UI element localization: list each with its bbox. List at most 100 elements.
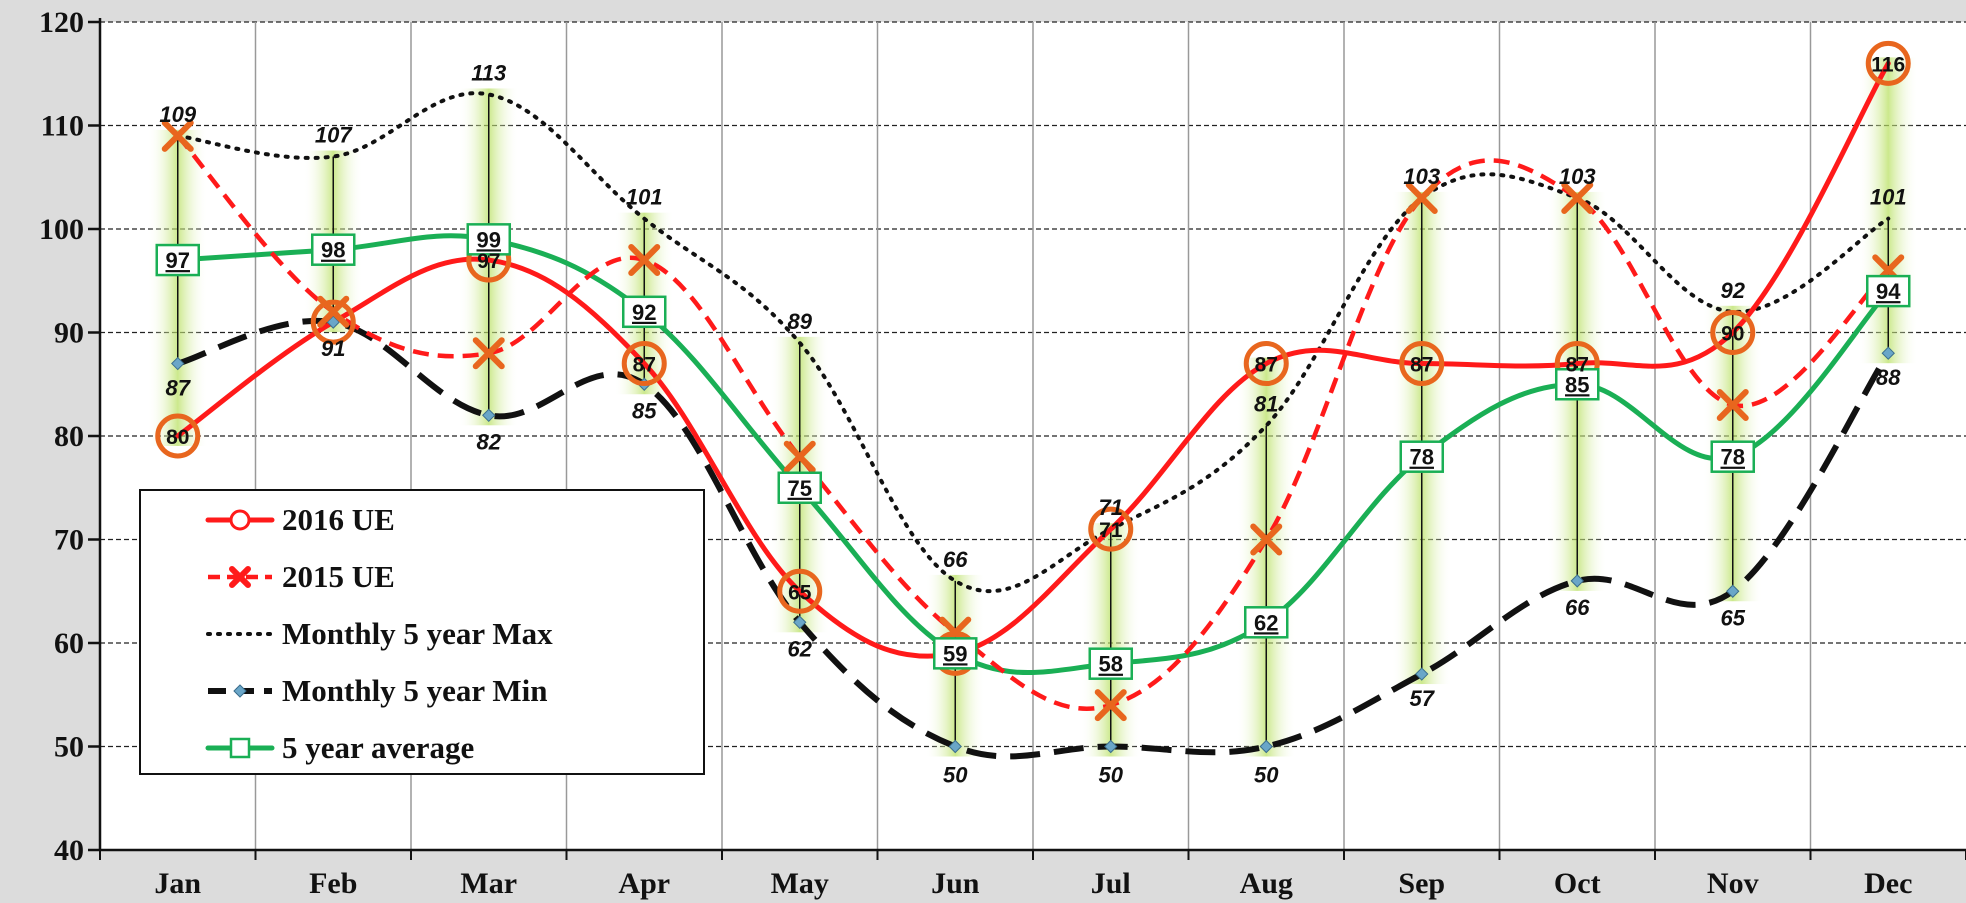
label-max-2: 113: [471, 60, 506, 85]
marker-min-7: [1259, 739, 1273, 754]
legend-marker-min: [233, 684, 247, 698]
y-tick-label-90: 90: [54, 317, 84, 350]
label-avg-box-2: [466, 223, 511, 256]
marker-ue2016-6: [1088, 506, 1134, 552]
x-tick-label-sep: Sep: [1398, 867, 1445, 900]
label-min-0: 87: [166, 376, 192, 401]
x-tick-label-jul: Jul: [1091, 867, 1131, 900]
marker-ue2016-1: [310, 299, 356, 345]
label-min-1: 91: [321, 336, 345, 361]
label-avg-box-4: [777, 471, 822, 504]
label-ue2016-10: 90: [1721, 323, 1744, 346]
label-max-5: 66: [943, 547, 968, 572]
label-max-7: 81: [1254, 392, 1278, 417]
label-ue2016-11: 116: [1871, 53, 1905, 76]
legend-item-min: Monthly 5 year Min: [208, 673, 548, 708]
label-max-6: 71: [1099, 495, 1123, 520]
marker-min-2: [482, 408, 496, 423]
marker-min-9: [1570, 574, 1584, 588]
label-min-10: 65: [1721, 605, 1746, 630]
label-avg-2: 99: [477, 227, 501, 252]
label-ue2016-2: 97: [477, 250, 500, 273]
series-line-min: [176, 317, 1891, 760]
x-tick-label-mar: Mar: [460, 867, 517, 900]
marker-min-10: [1726, 584, 1740, 598]
label-avg-11: 94: [1876, 279, 1901, 304]
label-min-11: 88: [1876, 365, 1901, 390]
label-max-1: 107: [315, 123, 353, 148]
label-max-3: 101: [626, 185, 663, 210]
label-avg-10: 78: [1721, 445, 1745, 470]
series-line-ue2016: [175, 60, 1891, 659]
label-min-6: 50: [1099, 763, 1124, 788]
legend-marker-avg: [229, 737, 251, 759]
label-max-9: 103: [1559, 164, 1596, 189]
legend-marker-ue2015: [229, 566, 251, 588]
marker-ue2015-6: [1094, 689, 1127, 722]
label-ue2016-6: 71: [1099, 519, 1123, 542]
marker-ue2015-8: [1405, 181, 1438, 214]
label-avg-box-10: [1710, 440, 1755, 473]
x-tick-label-jan: Jan: [154, 867, 201, 900]
legend-box: [139, 489, 705, 775]
marker-min-6: [1104, 739, 1118, 754]
marker-ue2015-0: [161, 119, 194, 152]
axes: 40 50 60 70 80 90 100 110 120 Jan Feb Mar Apr May Jun J…: [39, 6, 1966, 900]
marker-ue2016-8: [1399, 341, 1445, 387]
marker-ue2016-10: [1710, 310, 1756, 355]
marker-min-11: [1881, 346, 1895, 360]
label-min-4: 62: [788, 636, 813, 661]
label-avg-3: 92: [632, 300, 656, 325]
marker-ue2015-7: [1250, 523, 1283, 556]
label-avg-9: 85: [1565, 372, 1589, 397]
marker-ue2016-4: [777, 568, 823, 614]
series-line-max: [175, 91, 1891, 594]
label-min-5: 50: [943, 763, 968, 788]
x-tick-label-feb: Feb: [309, 867, 357, 900]
y-tick-label-120: 120: [39, 6, 84, 39]
y-tick-label-80: 80: [54, 420, 84, 453]
label-ue2016-4: 65: [788, 581, 812, 604]
label-max-8: 103: [1403, 164, 1440, 189]
y-tick-label-50: 50: [54, 731, 84, 764]
x-tick-label-may: May: [771, 867, 829, 900]
label-avg-0: 97: [166, 248, 190, 273]
marker-ue2015-3: [628, 244, 661, 277]
marker-ue2015-10: [1716, 388, 1749, 421]
label-max-0: 109: [159, 102, 196, 127]
label-avg-box-7: [1244, 606, 1289, 639]
legend-label-max: Monthly 5 year Max: [282, 616, 553, 651]
x-tick-label-aug: Aug: [1240, 867, 1293, 900]
label-avg-5: 59: [943, 641, 967, 666]
marker-min-5: [948, 739, 962, 754]
label-avg-7: 62: [1254, 610, 1278, 635]
label-avg-box-5: [933, 637, 978, 670]
marker-min-1: [326, 315, 340, 329]
legend-label-min: Monthly 5 year Min: [282, 673, 548, 708]
legend: 2016 UE 2015 UE Monthly 5 year Max Monthly …: [139, 489, 705, 775]
marker-min-0: [171, 356, 185, 371]
marker-ue2015-9: [1561, 181, 1594, 214]
x-tick-label-apr: Apr: [618, 867, 670, 900]
label-avg-box-1: [311, 233, 356, 266]
label-min-8: 57: [1410, 686, 1436, 711]
legend-item-avg: 5 year average: [205, 730, 474, 765]
label-min-7: 50: [1254, 763, 1279, 788]
y-tick-label-110: 110: [41, 110, 84, 143]
label-min-3: 85: [632, 398, 657, 423]
legend-item-ue2015: 2015 UE: [208, 559, 395, 594]
x-tick-label-jun: Jun: [931, 867, 980, 900]
label-avg-6: 58: [1099, 652, 1123, 677]
label-avg-box-6: [1088, 647, 1133, 680]
marker-ue2016-0: [155, 413, 201, 459]
label-avg-box-9: [1555, 368, 1600, 401]
x-tick-label-dec: Dec: [1864, 867, 1912, 900]
marker-ue2016-7: [1243, 341, 1289, 387]
x-tick-label-oct: Oct: [1554, 867, 1601, 900]
y-tick-label-40: 40: [54, 834, 84, 867]
y-tick-label-60: 60: [54, 627, 84, 660]
label-ue2016-8: 87: [1410, 354, 1433, 377]
legend-marker-ue2016: [229, 509, 251, 531]
